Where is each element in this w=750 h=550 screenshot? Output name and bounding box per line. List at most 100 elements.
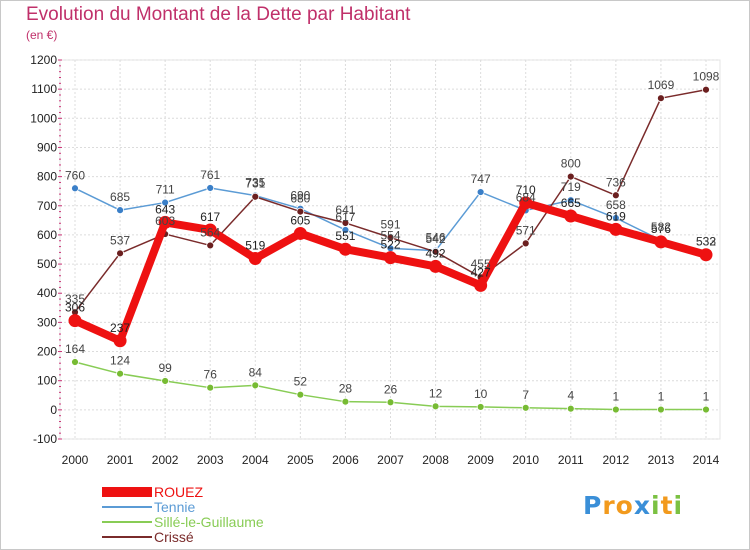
x-tick-label: 2010 xyxy=(512,453,539,467)
data-label: 731 xyxy=(245,177,265,191)
x-tick-label: 2012 xyxy=(603,453,630,467)
data-label: 84 xyxy=(249,365,263,379)
data-point xyxy=(519,196,533,210)
data-point xyxy=(113,334,127,348)
data-label: 335 xyxy=(65,292,85,306)
chart-title: Evolution du Montant de la Dette par Hab… xyxy=(26,4,411,25)
y-tick-label: 600 xyxy=(37,228,57,242)
data-point xyxy=(296,390,305,399)
data-label: 680 xyxy=(290,192,310,206)
data-point xyxy=(384,251,397,265)
x-tick-label: 2006 xyxy=(332,453,359,467)
legend-label: Sillé-le-Guillaume xyxy=(154,514,264,530)
data-point xyxy=(521,239,530,248)
data-label: 10 xyxy=(474,387,488,401)
x-tick-label: 2004 xyxy=(242,453,269,467)
data-label: 52 xyxy=(294,375,308,389)
data-label: 735 xyxy=(245,176,265,190)
data-point xyxy=(116,249,124,258)
data-label: 124 xyxy=(110,354,130,368)
series-group xyxy=(68,85,713,414)
data-label: 76 xyxy=(204,368,218,382)
y-tick-label: 1000 xyxy=(30,111,57,125)
legend-label: ROUEZ xyxy=(154,484,203,500)
data-point xyxy=(203,223,217,237)
data-point xyxy=(206,383,215,392)
data-label: 719 xyxy=(561,180,581,194)
data-label: 306 xyxy=(65,301,85,315)
data-label: 522 xyxy=(380,238,400,252)
data-label: 492 xyxy=(426,246,446,260)
data-label: 710 xyxy=(516,183,536,197)
data-label: 591 xyxy=(380,218,400,232)
data-label: 554 xyxy=(380,228,400,242)
data-point xyxy=(161,377,170,385)
data-label: 603 xyxy=(155,214,175,228)
data-label: 643 xyxy=(155,202,175,216)
x-tick-label: 2002 xyxy=(152,453,179,467)
data-point xyxy=(609,222,623,236)
x-tick-label: 2000 xyxy=(62,453,89,467)
x-tick-label: 2007 xyxy=(377,453,404,467)
data-point xyxy=(206,241,215,250)
data-point xyxy=(611,214,620,222)
data-point xyxy=(71,358,79,366)
y-tick-label: 500 xyxy=(37,257,57,271)
y-tick-label: 900 xyxy=(37,140,57,154)
data-label: 455 xyxy=(471,257,491,271)
axes: -100 0 100 200 300 400 500 600 700 800 900 1000 1100… xyxy=(30,53,719,467)
data-point xyxy=(431,402,440,411)
data-label: 7 xyxy=(522,388,529,402)
y-tick-label: 300 xyxy=(37,315,57,329)
legend-label: Crissé xyxy=(154,529,194,545)
data-point xyxy=(293,226,307,240)
y-tick-label: -100 xyxy=(33,432,57,446)
data-label: 736 xyxy=(606,175,626,189)
data-point xyxy=(158,215,172,229)
x-tick-label: 2013 xyxy=(648,453,675,467)
x-tick-label: 2011 xyxy=(558,453,584,467)
chart-unit: (en €) xyxy=(26,28,58,42)
data-point xyxy=(476,188,485,196)
data-point xyxy=(386,233,395,242)
data-point xyxy=(564,209,578,223)
data-label: 542 xyxy=(426,232,446,246)
data-point xyxy=(654,235,668,249)
x-tick-label: 2001 xyxy=(107,453,134,467)
data-label: 564 xyxy=(200,225,220,239)
y-tick-label: 0 xyxy=(50,403,57,417)
data-point xyxy=(338,242,352,256)
data-label: 576 xyxy=(651,222,671,236)
x-tick-label: 2008 xyxy=(422,453,449,467)
data-label: 1 xyxy=(703,390,710,404)
data-point xyxy=(699,248,713,262)
data-point xyxy=(341,397,350,406)
data-point xyxy=(476,403,485,411)
data-label: 99 xyxy=(158,361,172,375)
data-label: 532 xyxy=(696,235,716,249)
data-label: 551 xyxy=(335,229,355,243)
data-label: 617 xyxy=(200,210,220,224)
data-point xyxy=(702,85,710,94)
x-tick-label: 2005 xyxy=(287,453,314,467)
x-tick-label: 2014 xyxy=(693,453,720,467)
data-point xyxy=(611,405,620,414)
y-tick-label: 400 xyxy=(37,286,57,300)
data-label: 800 xyxy=(561,157,581,171)
data-label: 546 xyxy=(426,231,446,245)
data-label: 26 xyxy=(384,382,398,396)
data-point xyxy=(566,404,575,413)
data-label: 684 xyxy=(516,190,536,204)
data-label: 164 xyxy=(65,342,85,356)
data-label: 690 xyxy=(290,189,310,203)
data-label: 582 xyxy=(651,220,671,234)
data-labels: 3062376436175196055515224924277106656195… xyxy=(65,70,720,404)
data-label: 1 xyxy=(658,390,665,404)
data-label: 427 xyxy=(471,265,491,279)
data-label: 665 xyxy=(561,196,581,210)
data-label: 537 xyxy=(110,233,130,247)
data-label: 641 xyxy=(335,203,355,217)
data-point xyxy=(251,192,260,201)
data-point xyxy=(206,184,215,192)
